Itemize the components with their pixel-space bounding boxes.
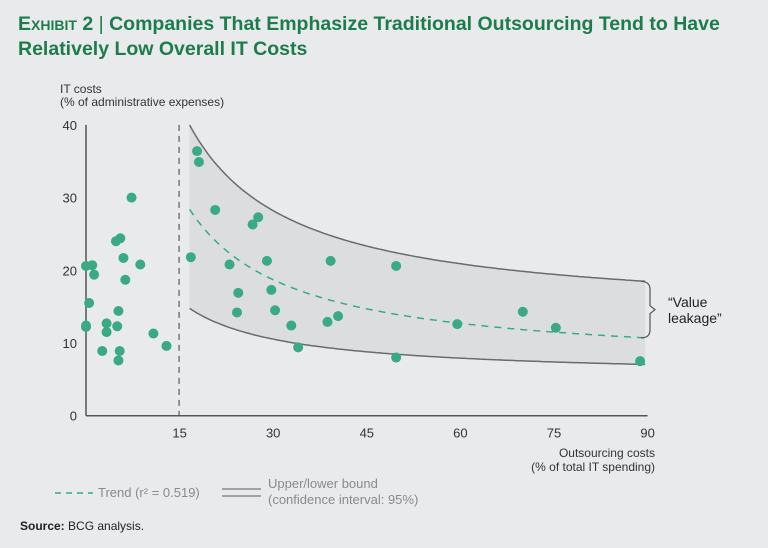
data-point [550,322,561,333]
upper-bound-line [188,124,646,283]
legend-bound-label: (confidence interval: 95%) [268,492,418,507]
value-leakage-label: “Value [668,294,708,310]
y-tick-label: 10 [63,336,77,351]
data-point [247,219,258,230]
data-point [114,345,125,356]
data-point [84,298,95,309]
data-point [517,306,528,317]
lower-bound-line [189,307,646,366]
source-text: BCG analysis. [68,519,145,533]
data-point [89,269,100,280]
y-tick-label: 0 [70,409,77,424]
data-point [112,321,123,332]
confidence-band [189,125,646,365]
data-point [87,260,98,271]
data-point [293,342,304,353]
data-point [81,322,91,333]
value-leakage-bracket [640,280,656,339]
data-point [261,255,272,266]
x-tick-label: 75 [547,426,561,441]
x-axis-label: Outsourcing costs [559,446,655,460]
data-point [115,233,126,244]
y-axis-label: (% of administrative expenses) [60,95,224,109]
y-tick-label: 30 [63,191,77,206]
source-label: Source: [20,519,65,533]
data-point [232,307,243,318]
value-leakage-label: leakage” [668,310,722,326]
data-point [113,355,124,366]
legend-bound-label: Upper/lower bound [268,476,378,491]
data-point [270,305,281,316]
exhibit-label: Exhibit 2 [18,13,94,35]
data-point [391,352,402,363]
legend-trend-label: Trend (r² = 0.519) [98,485,200,500]
source-note: Source: BCG analysis. [20,519,144,533]
x-axis-label: (% of total IT spending) [531,460,655,474]
data-point [118,252,129,263]
data-point [193,156,204,167]
x-tick-label: 60 [453,426,467,441]
data-point [101,318,112,329]
y-axis-label: IT costs [60,82,102,96]
data-point [233,287,244,298]
x-tick-label: 30 [266,426,280,441]
data-point [224,259,235,270]
data-point [325,255,336,266]
x-tick-label: 45 [360,426,374,441]
data-point [286,320,297,331]
data-point [635,356,646,367]
data-point [120,274,131,285]
data-point [148,328,159,339]
data-point [452,319,463,330]
data-point [192,146,203,157]
data-point [333,311,344,322]
data-point [266,284,277,295]
title-text: Companies That Emphasize Traditional Out… [18,13,720,60]
data-point [322,316,333,327]
data-point [97,345,108,356]
data-point [391,260,402,271]
trend-line [188,208,646,339]
x-tick-label: 90 [640,426,654,441]
title-separator: | [98,13,104,35]
data-point [210,204,221,215]
y-tick-label: 20 [63,263,77,278]
data-point [161,340,172,351]
data-point [101,327,112,338]
chart-title: Exhibit 2 | Companies That Emphasize Tra… [18,12,758,62]
data-point [135,259,146,270]
data-point [253,212,264,223]
data-point [113,306,124,317]
data-point [126,192,137,203]
data-point [185,252,196,263]
x-tick-label: 15 [172,426,186,441]
y-tick-label: 40 [63,118,77,133]
